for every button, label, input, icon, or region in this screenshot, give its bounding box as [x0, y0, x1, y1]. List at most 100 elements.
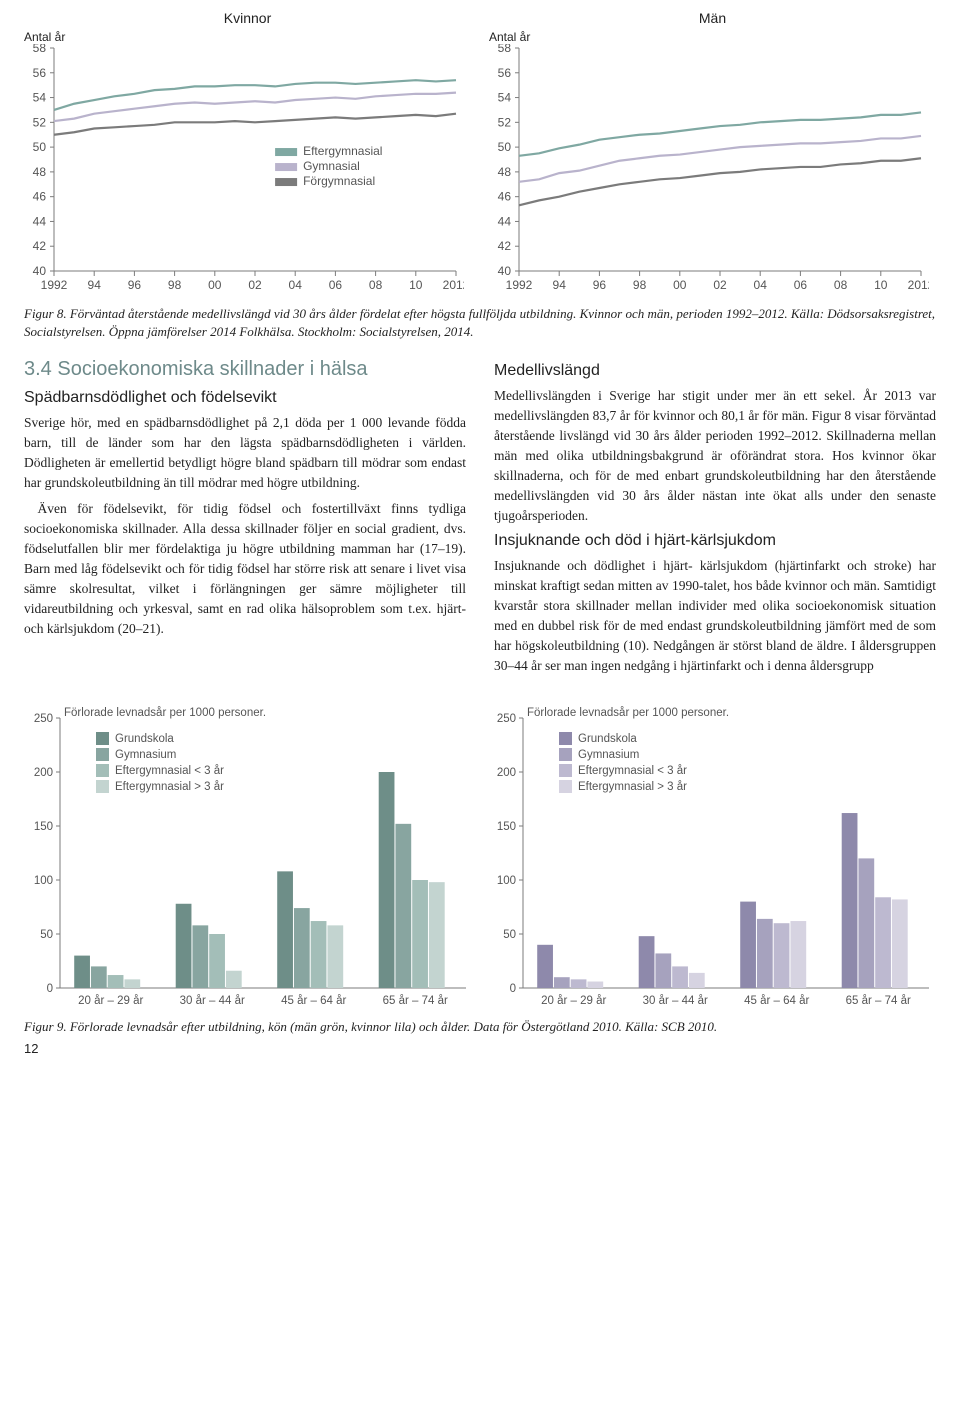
- svg-text:50: 50: [40, 929, 53, 941]
- svg-text:48: 48: [33, 165, 47, 179]
- svg-text:56: 56: [498, 66, 512, 80]
- svg-text:Grundskola: Grundskola: [115, 733, 174, 745]
- svg-text:42: 42: [498, 239, 512, 253]
- svg-text:04: 04: [289, 278, 303, 292]
- figure8-caption: Figur 8. Förväntad återstående medellivs…: [24, 305, 936, 340]
- svg-text:45 år – 64 år: 45 år – 64 år: [744, 995, 809, 1007]
- svg-text:46: 46: [498, 190, 512, 204]
- svg-text:10: 10: [409, 278, 423, 292]
- svg-text:Eftergymnasial > 3 år: Eftergymnasial > 3 år: [578, 781, 687, 793]
- svg-text:58: 58: [498, 44, 512, 55]
- svg-text:100: 100: [497, 875, 516, 887]
- svg-text:02: 02: [248, 278, 262, 292]
- svg-text:Eftergymnasial < 3 år: Eftergymnasial < 3 år: [578, 765, 687, 777]
- svg-text:30 år – 44 år: 30 år – 44 år: [643, 995, 708, 1007]
- svg-text:52: 52: [498, 115, 512, 129]
- svg-text:50: 50: [498, 140, 512, 154]
- subhead-spadbarn: Spädbarnsdödlighet och födelsevikt: [24, 389, 466, 407]
- svg-text:44: 44: [498, 214, 512, 228]
- svg-text:200: 200: [34, 767, 53, 779]
- para-right-2: Insjuknande och dödlighet i hjärt- kärls…: [494, 556, 936, 676]
- bar-svg-right: Förlorade levnadsår per 1000 personer. 0 5…: [487, 704, 935, 1014]
- svg-text:06: 06: [794, 278, 808, 292]
- svg-text:08: 08: [369, 278, 383, 292]
- chart-title-kvinnor: Kvinnor: [24, 10, 471, 26]
- svg-text:54: 54: [498, 91, 512, 105]
- page-number: 12: [24, 1041, 936, 1056]
- figure9-caption: Figur 9. Förlorade levnadsår efter utbil…: [24, 1018, 936, 1036]
- bar-svg-left: Förlorade levnadsår per 1000 personer. 0 5…: [24, 704, 472, 1014]
- svg-text:46: 46: [33, 190, 47, 204]
- svg-text:Eftergymnasial: Eftergymnasial: [303, 144, 382, 158]
- svg-text:04: 04: [754, 278, 768, 292]
- y-axis-label-left: Antal år: [24, 30, 471, 44]
- line-svg-kvinnor: 4042444648505254565819929496980002040608…: [24, 44, 464, 299]
- subhead-medelliv: Medellivslängd: [494, 362, 936, 380]
- body-col-right: Medellivslängd Medellivslängden i Sverig…: [494, 358, 936, 682]
- svg-text:Gymnasium: Gymnasium: [578, 749, 639, 761]
- svg-text:58: 58: [33, 44, 47, 55]
- para-left-1: Sverige hör, med en spädbarnsdödlighet p…: [24, 413, 466, 493]
- line-svg-man: 40 42 44 46 48 50 52 54 56 58 1992 94 96 98 00 02 04 06 08…: [489, 44, 929, 299]
- svg-text:200: 200: [497, 767, 516, 779]
- svg-text:250: 250: [34, 713, 53, 725]
- svg-text:Förlorade levnadsår per 1000 p: Förlorade levnadsår per 1000 personer.: [527, 707, 729, 719]
- bar-chart-right: Förlorade levnadsår per 1000 personer. 0 5…: [487, 704, 936, 1014]
- svg-text:0: 0: [47, 983, 53, 995]
- svg-text:0: 0: [510, 983, 516, 995]
- svg-text:50: 50: [33, 140, 47, 154]
- svg-text:96: 96: [128, 278, 142, 292]
- svg-text:06: 06: [329, 278, 343, 292]
- svg-text:250: 250: [497, 713, 516, 725]
- svg-text:1992: 1992: [41, 278, 68, 292]
- para-right-1: Medellivslängden i Sverige har stigit un…: [494, 386, 936, 526]
- svg-text:20 år – 29 år: 20 år – 29 år: [78, 995, 143, 1007]
- svg-text:44: 44: [33, 214, 47, 228]
- svg-text:65 år – 74 år: 65 år – 74 år: [846, 995, 911, 1007]
- svg-text:00: 00: [208, 278, 222, 292]
- svg-text:40: 40: [498, 264, 512, 278]
- svg-text:2012: 2012: [908, 278, 929, 292]
- svg-text:08: 08: [834, 278, 848, 292]
- chart-title-man: Män: [489, 10, 936, 26]
- line-chart-kvinnor: Kvinnor Antal år 40424446485052545658199…: [24, 10, 471, 299]
- svg-text:Eftergymnasial < 3 år: Eftergymnasial < 3 år: [115, 765, 224, 777]
- svg-text:48: 48: [498, 165, 512, 179]
- svg-text:56: 56: [33, 66, 47, 80]
- svg-text:65 år – 74 år: 65 år – 74 år: [383, 995, 448, 1007]
- body-col-left: 3.4 Socioekonomiska skillnader i hälsa S…: [24, 358, 466, 682]
- svg-text:96: 96: [593, 278, 607, 292]
- svg-text:1992: 1992: [506, 278, 533, 292]
- svg-text:Förgymnasial: Förgymnasial: [303, 174, 375, 188]
- svg-text:Gymnasium: Gymnasium: [115, 749, 176, 761]
- y-axis-label-right: Antal år: [489, 30, 936, 44]
- svg-text:98: 98: [168, 278, 182, 292]
- svg-text:02: 02: [713, 278, 727, 292]
- svg-text:150: 150: [34, 821, 53, 833]
- body-two-col: 3.4 Socioekonomiska skillnader i hälsa S…: [24, 358, 936, 682]
- svg-text:98: 98: [633, 278, 647, 292]
- svg-text:40: 40: [33, 264, 47, 278]
- svg-text:Gymnasial: Gymnasial: [303, 159, 360, 173]
- bar-chart-left: Förlorade levnadsår per 1000 personer. 0 5…: [24, 704, 473, 1014]
- svg-text:Förlorade levnadsår per 1000 p: Förlorade levnadsår per 1000 personer.: [64, 707, 266, 719]
- svg-text:50: 50: [503, 929, 516, 941]
- svg-text:20 år – 29 år: 20 år – 29 år: [541, 995, 606, 1007]
- svg-text:30 år – 44 år: 30 år – 44 år: [180, 995, 245, 1007]
- svg-text:94: 94: [88, 278, 102, 292]
- line-charts-row: Kvinnor Antal år 40 42 44 46 48 50 52 54 56 58 199…: [24, 10, 936, 299]
- bar-charts-row: Förlorade levnadsår per 1000 personer. 0 5…: [24, 704, 936, 1014]
- svg-text:10: 10: [874, 278, 888, 292]
- svg-text:100: 100: [34, 875, 53, 887]
- line-chart-man: Män Antal år 40 42 44 46 48 50 52 54 56 58 1992 94 9…: [489, 10, 936, 299]
- para-left-2: Även för födelsevikt, för tidig födsel o…: [24, 499, 466, 639]
- svg-text:94: 94: [553, 278, 567, 292]
- svg-text:Grundskola: Grundskola: [578, 733, 637, 745]
- section-heading: 3.4 Socioekonomiska skillnader i hälsa: [24, 358, 466, 381]
- svg-text:2012: 2012: [443, 278, 464, 292]
- svg-text:150: 150: [497, 821, 516, 833]
- svg-text:54: 54: [33, 91, 47, 105]
- svg-text:Eftergymnasial > 3 år: Eftergymnasial > 3 år: [115, 781, 224, 793]
- svg-text:45 år – 64 år: 45 år – 64 år: [281, 995, 346, 1007]
- svg-text:00: 00: [673, 278, 687, 292]
